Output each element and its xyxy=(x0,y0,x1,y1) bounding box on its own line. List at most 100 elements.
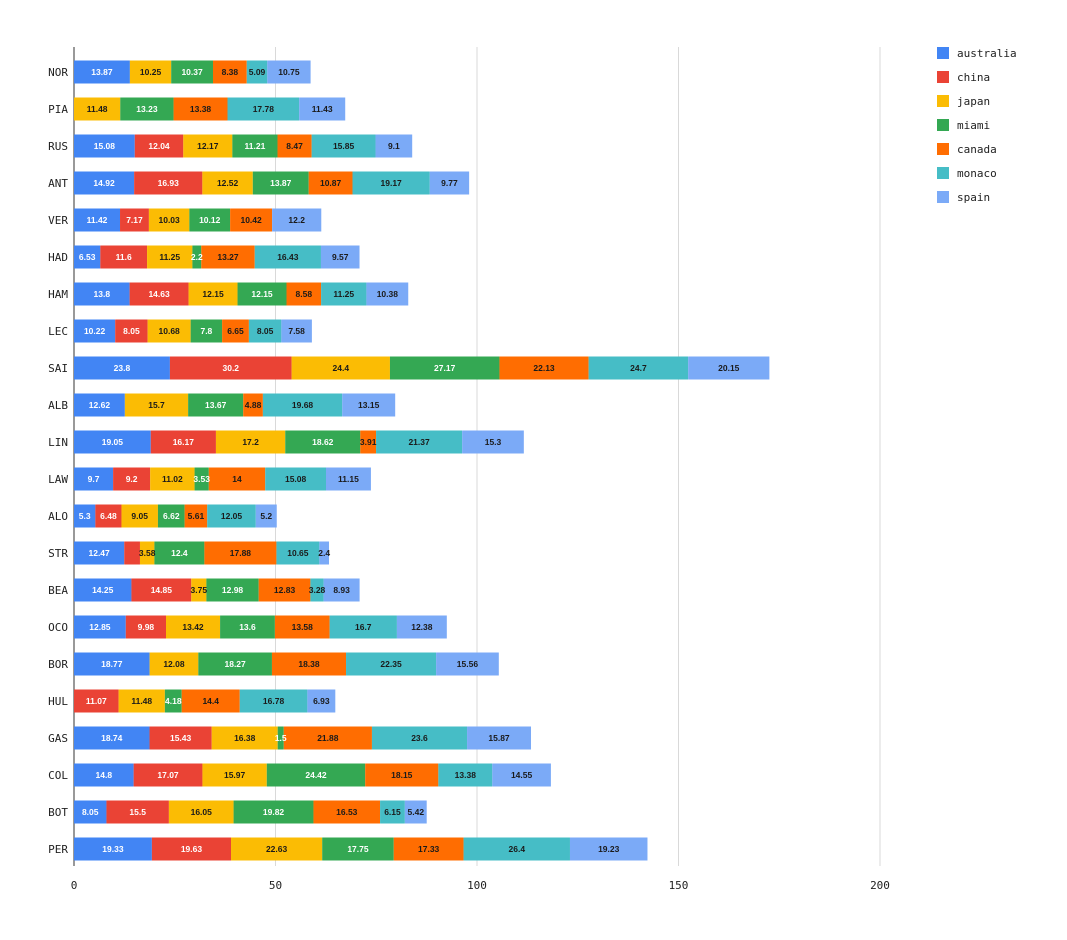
data-label: 13.15 xyxy=(358,400,380,410)
bar-segment-australia xyxy=(74,171,135,195)
bar-segment-canada xyxy=(173,97,228,121)
category-label: SAI xyxy=(48,362,68,375)
legend: australia china japan miami canada monaco spai… xyxy=(937,47,1017,204)
data-label: 13.6 xyxy=(239,622,256,632)
bar-segment-canada xyxy=(286,282,322,306)
data-label: 8.47 xyxy=(286,141,303,151)
data-label: 9.7 xyxy=(88,474,100,484)
bar-segment-japan xyxy=(118,689,165,713)
bar-segment-canada xyxy=(277,134,312,158)
data-label: 6.62 xyxy=(163,511,180,521)
data-label: 10.38 xyxy=(377,289,399,299)
data-label: 30.2 xyxy=(222,363,239,373)
bar-segment-spain xyxy=(688,356,770,380)
bar-segment-japan xyxy=(129,60,172,84)
data-label: 11.07 xyxy=(86,696,107,706)
data-label: 9.1 xyxy=(388,141,400,151)
bar-segment-canada xyxy=(365,763,439,787)
data-label: 10.12 xyxy=(199,215,221,225)
x-tick-label: 100 xyxy=(467,879,487,892)
legend-label: spain xyxy=(957,191,990,204)
data-label: 18.74 xyxy=(101,733,123,743)
bar-segment-canada xyxy=(212,60,247,84)
data-label: 8.05 xyxy=(123,326,140,336)
bar-segment-miami xyxy=(188,393,244,417)
bar-segment-china xyxy=(129,282,189,306)
bar-segment-miami xyxy=(232,134,278,158)
data-label: 11.02 xyxy=(162,474,183,484)
bar-segment-australia xyxy=(74,652,150,676)
data-label: 15.56 xyxy=(457,659,479,669)
data-label: 9.77 xyxy=(441,178,458,188)
bar-segment-china xyxy=(100,245,148,269)
x-axis-tick-labels: 0 50 100 150 200 xyxy=(71,879,890,892)
bar-segment-japan xyxy=(147,245,193,269)
data-label: 12.15 xyxy=(251,289,273,299)
data-label: 16.17 xyxy=(173,437,195,447)
data-label: 18.38 xyxy=(298,659,320,669)
bar-segment-australia xyxy=(74,504,96,528)
data-label: 21.88 xyxy=(317,733,339,743)
data-label: 16.43 xyxy=(277,252,299,262)
bar-segment-australia xyxy=(74,726,150,750)
bar-segment-miami xyxy=(198,652,272,676)
data-label: 12.2 xyxy=(288,215,305,225)
data-label: 17.07 xyxy=(157,770,179,780)
category-label: NOR xyxy=(48,66,68,79)
bar-segment-spain xyxy=(342,393,396,417)
bar-segment-australia xyxy=(74,282,130,306)
data-label: 20.15 xyxy=(718,363,740,373)
bar-segment-china xyxy=(134,171,203,195)
data-label: 19.82 xyxy=(263,807,285,817)
bar-segment-monaco xyxy=(588,356,689,380)
bar-segment-spain xyxy=(319,541,330,565)
data-label: 27.17 xyxy=(434,363,456,373)
bar-segment-monaco xyxy=(371,726,468,750)
data-label: 12.62 xyxy=(89,400,111,410)
bar-segment-monaco xyxy=(207,504,256,528)
bar-segment-canada xyxy=(499,356,589,380)
data-label: 10.87 xyxy=(320,178,342,188)
bar-segment-spain xyxy=(462,430,524,454)
bar-segment-canada xyxy=(360,430,377,454)
data-label: 10.68 xyxy=(159,326,181,336)
data-label: 15.08 xyxy=(94,141,116,151)
data-label: 3.91 xyxy=(360,437,377,447)
legend-swatch-china xyxy=(937,71,949,83)
bar-segment-australia xyxy=(74,578,132,602)
legend-label: japan xyxy=(957,95,990,108)
bar-segment-china xyxy=(120,208,149,232)
bar-segment-monaco xyxy=(380,800,405,824)
data-label: 6.15 xyxy=(384,807,401,817)
bar-segment-monaco xyxy=(246,60,268,84)
data-label: 18.27 xyxy=(224,659,246,669)
bar-segment-japan xyxy=(215,430,286,454)
data-label: 15.85 xyxy=(333,141,355,151)
bar-segment-china xyxy=(74,689,119,713)
bar-segment-miami xyxy=(120,97,174,121)
data-label: 17.78 xyxy=(253,104,275,114)
data-label: 17.75 xyxy=(347,844,369,854)
data-label: 11.48 xyxy=(87,104,108,114)
category-label: OCO xyxy=(48,621,68,634)
category-label: ALB xyxy=(48,399,68,412)
bar-segment-spain xyxy=(325,467,371,491)
data-label: 11.6 xyxy=(116,252,132,262)
data-label: 10.75 xyxy=(278,67,300,77)
data-label: 13.67 xyxy=(205,400,227,410)
data-label: 24.7 xyxy=(630,363,647,373)
data-label: 10.22 xyxy=(84,326,106,336)
bar-segment-miami xyxy=(237,282,287,306)
bar-segment-monaco xyxy=(254,245,321,269)
bars xyxy=(74,60,770,861)
data-label: 11.43 xyxy=(312,104,333,114)
data-label: 5.61 xyxy=(188,511,205,521)
bar-segment-monaco xyxy=(227,97,300,121)
bar-segment-japan xyxy=(188,282,238,306)
data-label: 16.38 xyxy=(234,733,256,743)
bar-segment-miami xyxy=(154,541,205,565)
data-label: 9.2 xyxy=(126,474,138,484)
data-label: 9.98 xyxy=(138,622,155,632)
bar-segment-spain xyxy=(320,245,360,269)
bar-segment-australia xyxy=(74,245,101,269)
